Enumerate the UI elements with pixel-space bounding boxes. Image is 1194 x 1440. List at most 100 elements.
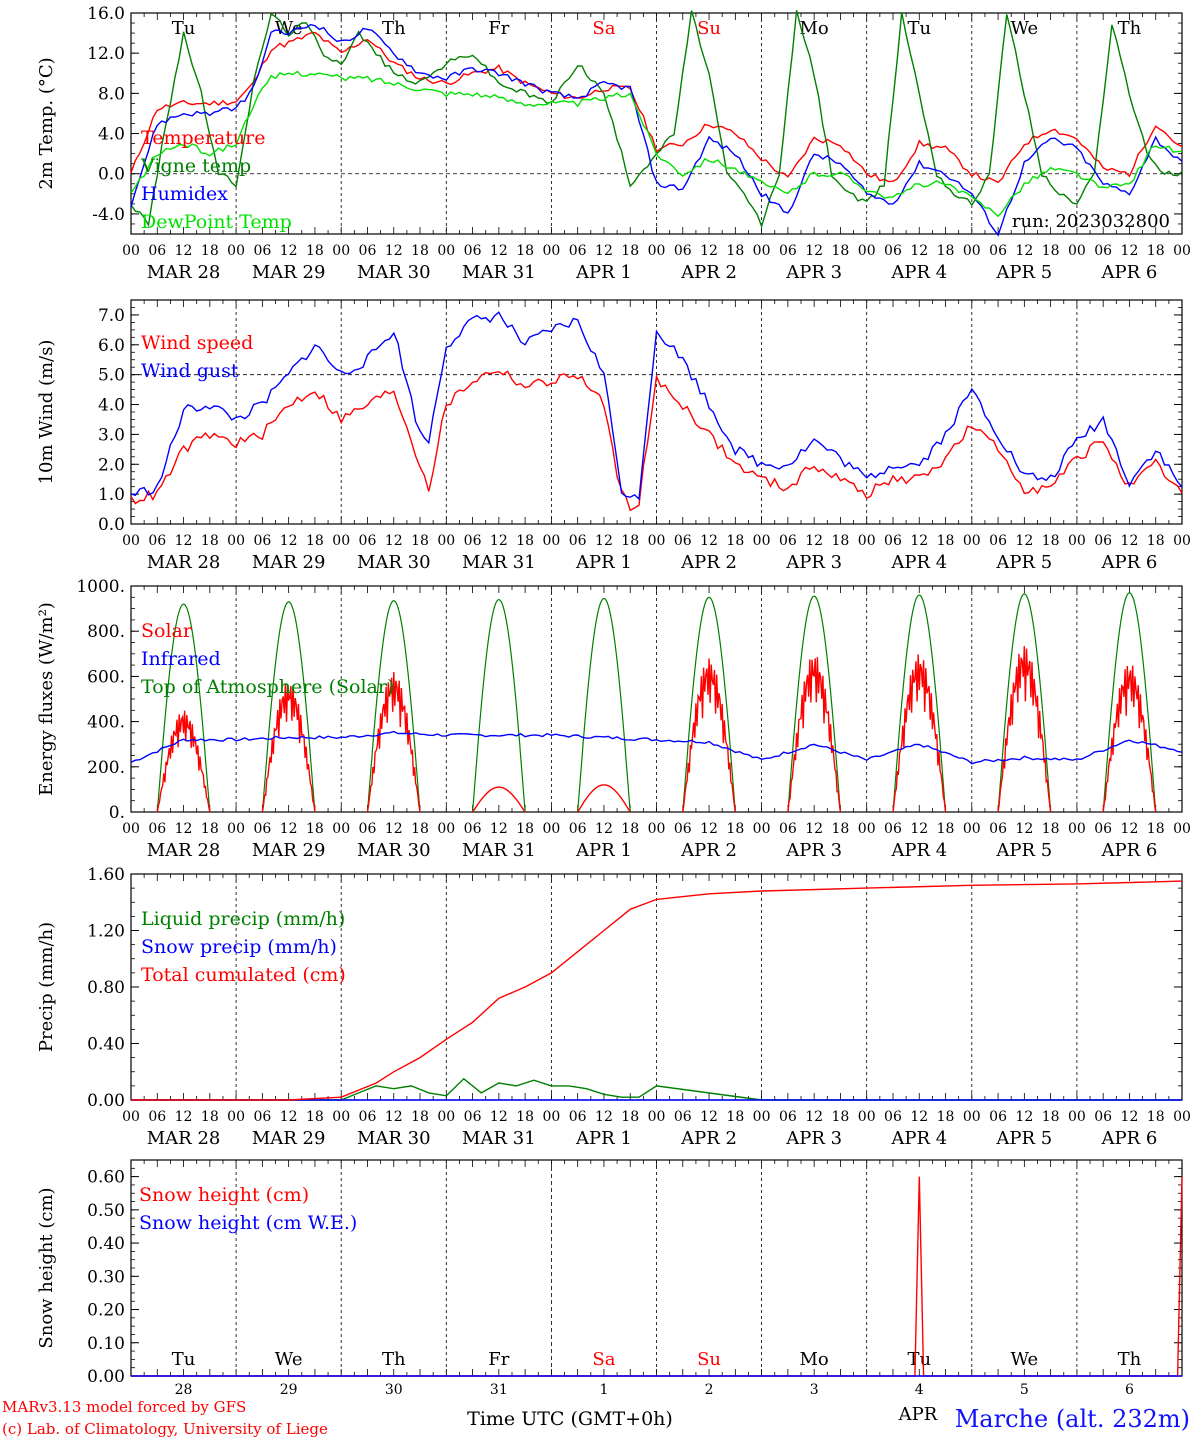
x-axis-label: Time UTC (GMT+0h) xyxy=(467,1408,673,1430)
hour-label: 12 xyxy=(700,1109,718,1125)
date-label: APR 2 xyxy=(680,1128,737,1149)
day-number-label: 5 xyxy=(1020,1382,1029,1398)
y-tick-label: 0.60 xyxy=(87,1168,125,1188)
y-tick-label: 0.30 xyxy=(87,1267,125,1287)
hour-label: 06 xyxy=(779,533,797,549)
hour-label: 00 xyxy=(542,821,560,837)
date-label: APR 2 xyxy=(680,262,737,283)
weekday-label: Su xyxy=(697,18,721,39)
date-label: MAR 28 xyxy=(147,1128,221,1149)
hour-label: 18 xyxy=(937,1109,955,1125)
hour-label: 18 xyxy=(411,1109,429,1125)
date-label: MAR 31 xyxy=(462,840,536,861)
hour-label: 18 xyxy=(832,533,850,549)
y-tick-label: 0.00 xyxy=(87,1367,125,1387)
legend-entry: Humidex xyxy=(141,183,228,205)
hour-label: 06 xyxy=(569,821,587,837)
hour-label: 18 xyxy=(516,821,534,837)
weekday-label: We xyxy=(1011,18,1039,39)
hour-label: 12 xyxy=(910,1109,928,1125)
day-number-label: 31 xyxy=(490,1382,508,1398)
hour-label: 12 xyxy=(385,821,403,837)
hour-label: 00 xyxy=(648,243,666,259)
hour-label: 06 xyxy=(359,1109,377,1125)
hour-label: 06 xyxy=(674,1109,692,1125)
hour-label: 12 xyxy=(1015,243,1033,259)
hour-label: 12 xyxy=(1121,821,1139,837)
hour-label: 12 xyxy=(1121,533,1139,549)
legend-entry: Snow height (cm W.E.) xyxy=(139,1212,357,1234)
hour-label: 12 xyxy=(175,821,193,837)
date-label: APR 1 xyxy=(575,840,632,861)
hour-label: 00 xyxy=(437,821,455,837)
hour-label: 06 xyxy=(253,1109,271,1125)
date-label: APR 5 xyxy=(995,840,1052,861)
hour-label: 00 xyxy=(437,533,455,549)
series-line-wind-speed xyxy=(130,370,1183,512)
hour-label: 18 xyxy=(201,821,219,837)
series-group xyxy=(130,311,1183,512)
y-tick-label: 0.0 xyxy=(98,515,125,535)
hour-label: 00 xyxy=(1068,821,1086,837)
hour-label: 06 xyxy=(674,243,692,259)
hour-label: 18 xyxy=(726,1109,744,1125)
hour-label: 00 xyxy=(753,243,771,259)
day-number-label: 30 xyxy=(385,1382,403,1398)
hour-label: 12 xyxy=(175,243,193,259)
hour-label: 18 xyxy=(306,1109,324,1125)
hour-label: 06 xyxy=(464,533,482,549)
hour-label: 12 xyxy=(1015,1109,1033,1125)
hour-label: 18 xyxy=(516,243,534,259)
hour-label: 18 xyxy=(1042,243,1060,259)
weekday-label: Tu xyxy=(907,18,931,39)
y-tick-label: -4.0 xyxy=(92,205,125,225)
date-label: APR 3 xyxy=(785,262,842,283)
hour-label: 12 xyxy=(805,533,823,549)
weekday-label: Th xyxy=(382,18,406,39)
y-tick-label: 0.10 xyxy=(87,1334,125,1354)
hour-label: 00 xyxy=(227,1109,245,1125)
hour-label: 00 xyxy=(437,1109,455,1125)
date-label: APR 5 xyxy=(995,262,1052,283)
hour-label: 00 xyxy=(542,533,560,549)
y-tick-label: 4.0 xyxy=(98,125,125,145)
date-label: MAR 31 xyxy=(462,552,536,573)
date-label: APR 4 xyxy=(890,840,947,861)
y-tick-label: 0.0 xyxy=(98,165,125,185)
hour-label: 06 xyxy=(253,821,271,837)
hour-label: 18 xyxy=(306,533,324,549)
date-label: APR 4 xyxy=(890,262,947,283)
y-tick-label: 5.0 xyxy=(98,366,125,386)
date-label: APR 5 xyxy=(995,552,1052,573)
series-line-humidex xyxy=(130,23,1183,237)
y-tick-label: 0.50 xyxy=(87,1201,125,1221)
series-line-top-of-atmosphere xyxy=(156,592,1157,813)
hour-label: 00 xyxy=(858,533,876,549)
hour-label: 00 xyxy=(1173,821,1191,837)
panel-precip: 0.00 0.40 0.80 1.20 1.60 Precip (mm/h) 00 06 12 1… xyxy=(36,865,1191,1149)
legend-entry: Solar xyxy=(141,620,193,642)
hour-label: 00 xyxy=(858,243,876,259)
day-number-label: 29 xyxy=(280,1382,298,1398)
hour-label: 06 xyxy=(989,1109,1007,1125)
panels: -4.00.04.08.012.016.02m Temp. (°C)00 06 12… xyxy=(36,4,1191,1398)
weekday-label: We xyxy=(1011,1349,1039,1370)
hour-label: 06 xyxy=(569,1109,587,1125)
weekday-label: Th xyxy=(1118,1349,1142,1370)
hour-label: 06 xyxy=(989,533,1007,549)
hour-label: 00 xyxy=(542,243,560,259)
y-axis-label: 2m Temp. (°C) xyxy=(36,57,57,189)
hour-label: 06 xyxy=(884,243,902,259)
date-label: MAR 29 xyxy=(252,262,326,283)
legend-entry: DewPoint Temp xyxy=(141,211,292,233)
date-label: MAR 31 xyxy=(462,262,536,283)
y-tick-label: 0.80 xyxy=(87,978,125,998)
y-tick-label: 12.0 xyxy=(87,44,125,64)
hour-label: 00 xyxy=(648,1109,666,1125)
hour-label: 00 xyxy=(122,243,140,259)
hour-label: 00 xyxy=(227,533,245,549)
hour-label: 12 xyxy=(700,533,718,549)
y-tick-label: 1.60 xyxy=(87,865,125,885)
hour-label: 18 xyxy=(621,821,639,837)
